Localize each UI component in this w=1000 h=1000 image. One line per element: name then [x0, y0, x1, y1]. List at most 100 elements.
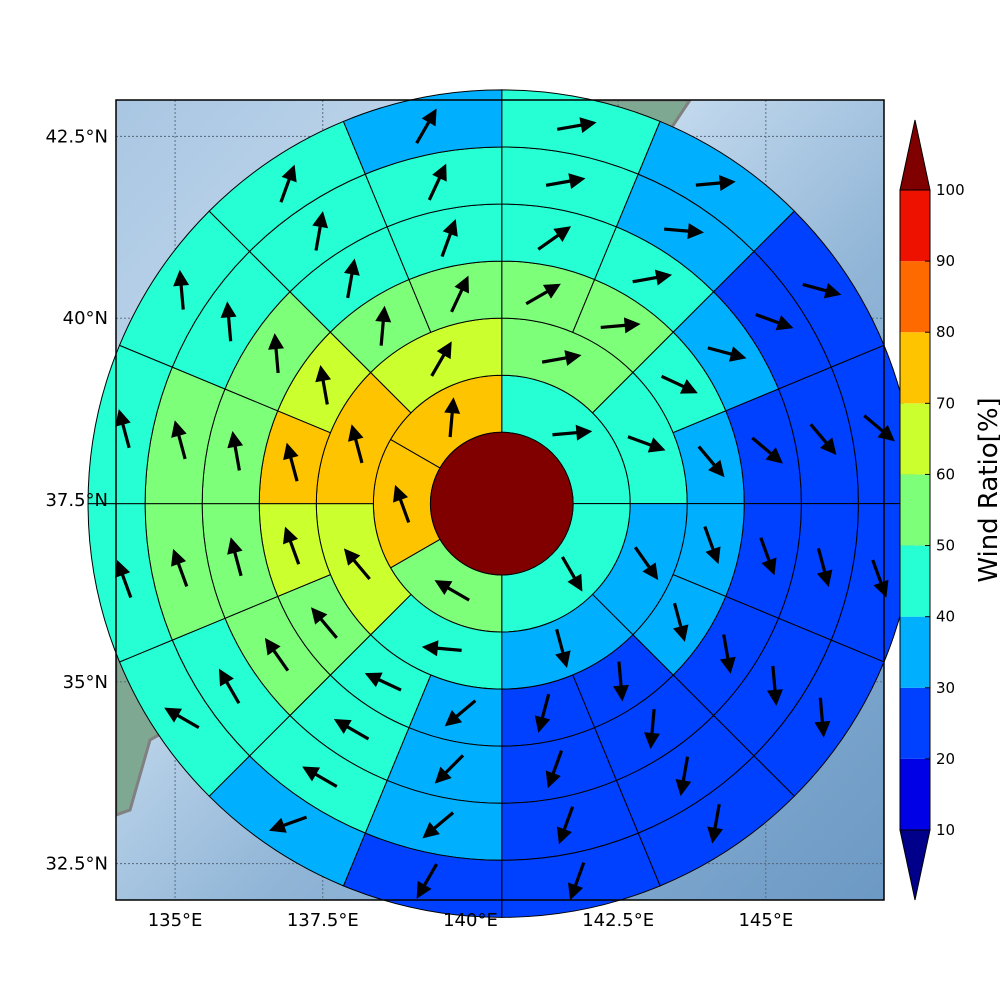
- colorbar-tick-label: 50: [936, 537, 955, 555]
- wind-arrow: [755, 312, 794, 331]
- wind-arrow: [633, 546, 659, 581]
- colorbar-bin: [900, 616, 930, 688]
- wind-arrow: [719, 634, 736, 674]
- x-tick-labels: 135°E 137.5°E 140°E 142.5°E 145°E: [148, 910, 794, 931]
- wind-arrow: [283, 442, 299, 482]
- wind-arrow: [534, 693, 551, 733]
- wind-arrow: [310, 607, 338, 639]
- wind-arrow: [672, 602, 689, 642]
- wind-arrow: [697, 445, 725, 478]
- wind-arrow: [227, 431, 244, 471]
- y-tick-label: 42.5°N: [45, 126, 108, 147]
- wind-arrow: [545, 750, 563, 789]
- colorbar-tick-label: 80: [936, 323, 955, 341]
- wind-arrow: [707, 346, 747, 362]
- y-tick-label: 32.5°N: [45, 854, 108, 875]
- wind-arrow: [416, 863, 439, 899]
- y-tick-label: 40°N: [63, 308, 108, 329]
- colorbar-bins: [899, 119, 931, 901]
- wind-arrow: [802, 282, 842, 299]
- colorbar-extend-min: [899, 829, 931, 901]
- colorbar-tick-label: 100: [936, 181, 965, 199]
- wind-arrow: [444, 699, 477, 727]
- wind-arrow: [759, 537, 777, 576]
- wind-arrow: [164, 707, 200, 730]
- wind-arrow: [434, 754, 465, 784]
- wind-arrow: [809, 423, 837, 455]
- colorbar-ticks: 10 20 30 40 50 60 70 80 90 100: [925, 181, 965, 839]
- wind-arrow: [434, 580, 470, 602]
- wind-arrow: [364, 672, 402, 692]
- center-disc: [429, 431, 574, 576]
- x-tick-label: 140°E: [443, 910, 498, 931]
- wind-arrow: [218, 668, 241, 705]
- wind-arrow: [312, 211, 329, 251]
- wind-arrow: [227, 537, 243, 577]
- colorbar-bin: [900, 545, 930, 617]
- wind-arrow: [375, 305, 392, 346]
- wind-arrow: [613, 661, 629, 702]
- wind-arrow: [664, 223, 704, 240]
- wind-arrow: [675, 756, 692, 797]
- y-tick-labels: 32.5°N 35°N 37.5°N 40°N 42.5°N: [45, 126, 108, 874]
- wind-arrow: [343, 258, 360, 299]
- colorbar-bin: [900, 261, 930, 333]
- x-tick-label: 137.5°E: [287, 910, 359, 931]
- x-tick-label: 142.5°E: [582, 910, 654, 931]
- colorbar-tick-label: 10: [936, 821, 955, 839]
- colorbar: 10 20 30 40 50 60 70 80 90 100 Wind Ratio[%]: [899, 119, 1000, 901]
- wind-arrow: [695, 175, 736, 191]
- y-tick-label: 35°N: [63, 672, 108, 693]
- colorbar-bin: [900, 758, 930, 830]
- wind-arrow: [541, 350, 582, 366]
- wind-arrow: [427, 163, 447, 201]
- wind-arrow: [537, 226, 572, 251]
- wind-arrow: [422, 811, 455, 839]
- wind-arrow: [568, 862, 586, 901]
- wind-arrow: [171, 548, 189, 587]
- colorbar-tick-label: 40: [936, 608, 955, 626]
- colorbar-tick-label: 30: [936, 679, 955, 697]
- wind-arrow: [552, 424, 593, 441]
- wind-arrow: [444, 397, 461, 438]
- colorbar-bin: [900, 190, 930, 262]
- wind-arrow: [703, 526, 721, 565]
- colorbar-tick-label: 60: [936, 465, 955, 483]
- wind-arrow: [525, 283, 561, 306]
- wind-arrow: [415, 108, 437, 144]
- wind-arrow: [440, 218, 458, 258]
- wind-arrow: [814, 697, 831, 738]
- wind-arrow: [555, 628, 571, 668]
- y-tick-label: 37.5°N: [45, 490, 108, 511]
- wind-arrow: [561, 556, 583, 592]
- wind-arrow: [115, 409, 131, 449]
- colorbar-extend-max: [899, 119, 931, 191]
- wind-arrow: [450, 275, 469, 313]
- wind-arrow: [173, 269, 190, 310]
- wind-arrow: [315, 365, 332, 405]
- wind-arrow: [268, 333, 285, 374]
- wind-arrow: [302, 766, 338, 788]
- colorbar-tick-label: 90: [936, 252, 955, 270]
- wind-arrow: [751, 436, 783, 464]
- colorbar-bin: [900, 687, 930, 759]
- x-tick-label: 135°E: [148, 910, 203, 931]
- wind-arrow: [115, 559, 133, 599]
- x-tick-label: 145°E: [738, 910, 793, 931]
- colorbar-title: Wind Ratio[%]: [974, 397, 1000, 582]
- wind-arrow: [816, 547, 833, 587]
- wind-arrow: [264, 637, 290, 672]
- colorbar-frame: [899, 189, 931, 831]
- colorbar-bin: [900, 403, 930, 475]
- wind-arrow: [348, 424, 364, 464]
- polar-sectors: [87, 89, 917, 918]
- wind-arrow: [766, 665, 783, 706]
- wind-arrow: [393, 484, 411, 523]
- wind-arrow: [632, 269, 673, 286]
- wind-arrows: [115, 108, 895, 901]
- wind-arrow: [171, 420, 187, 460]
- wind-arrow: [545, 173, 586, 189]
- wind-arrow: [283, 526, 301, 565]
- wind-arrow: [220, 301, 237, 342]
